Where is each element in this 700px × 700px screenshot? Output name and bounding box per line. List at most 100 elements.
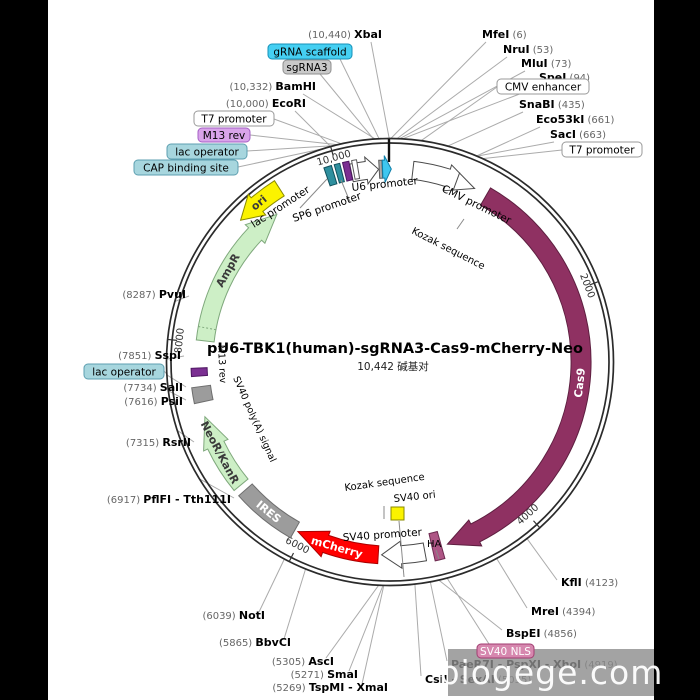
site-label-pflfi-tth111i: (6917) PflFI - Tth111I	[107, 493, 231, 506]
site-label-sali: (7734) SalI	[123, 381, 183, 394]
tick-label-8000: 8000	[173, 327, 187, 353]
feature-tag-label-lac-operator: lac operator	[175, 146, 239, 158]
site-label-asci: (5305) AscI	[272, 655, 334, 668]
m13-rev-block-top	[341, 160, 354, 182]
tick-10-000	[330, 146, 334, 156]
site-label-smai: (5271) SmaI	[291, 668, 358, 681]
site-label-kfli: KflI (4123)	[561, 576, 618, 589]
site-label-pvui: (8287) PvuI	[122, 288, 186, 301]
ampr-gene	[195, 213, 278, 343]
feature-tag-label-lac-operator: lac operator	[92, 366, 156, 378]
site-label-sspi: (7851) SspI	[118, 349, 181, 362]
feature-tag-m13-rev: M13 rev	[197, 127, 251, 143]
lac-operator-block-top	[333, 162, 346, 184]
leader-pflfi-tth111i	[199, 478, 235, 499]
tick-4000	[533, 520, 541, 529]
inner-label-ha: HA	[427, 539, 442, 550]
feature-tag-box-cmv-enhancer	[496, 78, 590, 95]
leader-bamhi	[302, 93, 376, 140]
kozak-top-tick	[456, 218, 465, 230]
feature-tag-box-sv40-nls	[476, 643, 535, 659]
sv40-ori-leader	[398, 520, 405, 578]
ires-block	[237, 483, 301, 539]
ha-tick	[435, 549, 440, 560]
sv40-promoter-arrow	[380, 540, 428, 570]
leader-tspmi-xmai	[361, 585, 385, 685]
leader-t7-promoter	[273, 118, 342, 145]
feature-tag-box-lac-operator	[83, 363, 165, 380]
feature-tag-t7-promoter: T7 promoter	[193, 110, 275, 127]
site-label-bbvci: (5865) BbvCI	[219, 636, 291, 649]
site-label-saci: SacI (663)	[550, 128, 606, 141]
feature-tag-t7-promoter: T7 promoter	[561, 141, 643, 158]
leader-saci	[476, 141, 555, 157]
tick-6000	[288, 552, 295, 562]
feature-tag-label-sv40-nls: SV40 NLS	[480, 646, 531, 658]
leader-nrui	[396, 56, 508, 140]
feature-tag-grna-scaffold: gRNA scaffold	[267, 43, 353, 60]
feature-tag-cap-binding-site: CAP binding site	[133, 159, 239, 176]
cas9-gene-label: Cas9	[572, 367, 588, 398]
leader-asci	[325, 584, 380, 659]
ampr-gene-divider	[198, 325, 217, 331]
cap-binding-site-block	[323, 164, 338, 187]
leader-lac-operator	[246, 145, 335, 152]
leader-csii-sexai	[414, 584, 422, 677]
feature-tag-box-sgrna3	[282, 59, 332, 75]
cas9-gene	[446, 187, 592, 547]
plasmid-title: pU6-TBK1(human)-sgRNA3-Cas9-mCherry-Neo	[207, 341, 583, 357]
feature-tag-label-grna-scaffold: gRNA scaffold	[273, 46, 346, 58]
leader-m13-rev	[249, 134, 338, 146]
leader-bspei	[438, 579, 503, 631]
backbone-outer-ring	[165, 137, 615, 587]
leader-paer7i-pspxi-xhoi	[429, 581, 448, 662]
feature-tag-sv40-nls: SV40 NLS	[476, 643, 535, 659]
feature-tag-label-t7-promoter: T7 promoter	[568, 144, 635, 156]
site-label-nrui: NruI (53)	[503, 43, 553, 56]
leader-sali	[166, 374, 187, 388]
sp6-promoter-leader	[340, 179, 351, 203]
feature-tag-box-t7-promoter	[561, 141, 643, 158]
tick-2000	[589, 280, 599, 286]
cmv-promoter-arrow-divider	[453, 172, 461, 190]
feature-tag-lac-operator: lac operator	[83, 363, 165, 380]
leader-bbvci	[283, 568, 307, 640]
site-label-psii: (7616) PsiI	[124, 395, 183, 408]
feature-tag-cmv-enhancer: CMV enhancer	[496, 78, 590, 95]
inner-label-sv40-ori: SV40 ori	[393, 490, 436, 505]
site-label-mrei: MreI (4394)	[531, 605, 595, 618]
leader-kfli	[526, 538, 558, 581]
feature-tag-sgrna3: sgRNA3	[282, 59, 332, 75]
inner-label-sv40-promoter: SV40 promoter	[342, 526, 423, 544]
inner-label-m13-rev: M13 rev	[215, 345, 228, 384]
site-label-bamhi: (10,332) BamHI	[229, 80, 316, 93]
leader-snabi	[447, 111, 524, 147]
leader-sspi	[166, 355, 185, 360]
m13-rev-block-left	[190, 367, 209, 378]
leader-smai	[348, 585, 384, 672]
site-label-ecori: (10,000) EcoRI	[226, 97, 306, 110]
lac-promoter-leader	[299, 178, 328, 209]
feature-tag-box-cap-binding-site	[133, 159, 239, 176]
leader-ecori	[294, 110, 331, 147]
feature-tag-box-lac-operator	[166, 143, 248, 160]
leader-xbai	[370, 41, 390, 139]
site-label-snabi: SnaBI (435)	[519, 98, 585, 111]
feature-tag-label-cmv-enhancer: CMV enhancer	[505, 81, 582, 93]
site-label-bspei: BspEI (4856)	[506, 627, 577, 640]
feature-tag-label-m13-rev: M13 rev	[203, 130, 246, 142]
sv40-polya-block	[191, 384, 214, 405]
feature-tag-label-sgrna3: sgRNA3	[286, 62, 327, 74]
feature-tag-label-t7-promoter: T7 promoter	[200, 113, 267, 125]
feature-tag-lac-operator: lac operator	[166, 143, 248, 160]
leader-eco53ki	[476, 126, 541, 157]
leader-mrei	[496, 558, 528, 609]
ori	[239, 180, 285, 221]
leader-t7-promoter	[482, 149, 563, 160]
watermark-text: biogege.com	[439, 653, 664, 692]
leader-noti	[258, 558, 285, 613]
feature-tag-box-grna-scaffold	[267, 43, 353, 60]
grna-scaffold-arrow	[381, 155, 392, 183]
